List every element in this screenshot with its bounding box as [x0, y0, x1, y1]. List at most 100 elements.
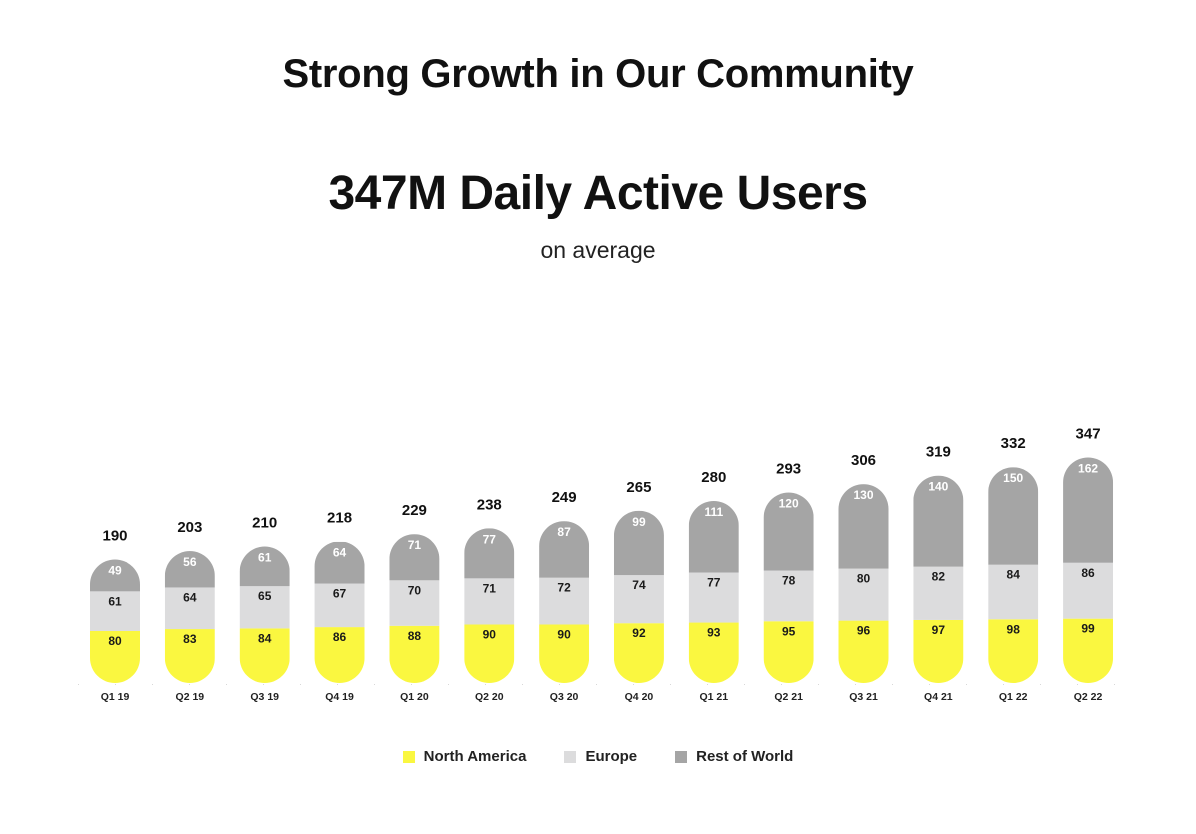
- bar-segment-north-america: [688, 622, 739, 683]
- x-tick-label: Q4 21: [924, 691, 953, 703]
- bar-group: [763, 492, 814, 683]
- bar-segment-north-america: [913, 619, 964, 683]
- total-label: 203: [177, 519, 202, 536]
- bar-group: [464, 528, 515, 683]
- total-label: 238: [477, 496, 502, 513]
- bar-segment-north-america: [838, 620, 889, 683]
- bar-segment-europe: [838, 568, 889, 621]
- data-label-na: 80: [108, 634, 122, 648]
- bar-group: [688, 501, 739, 683]
- data-label-row: 140: [928, 480, 948, 494]
- bar-segment-europe: [164, 587, 215, 630]
- data-label-row: 130: [853, 488, 873, 502]
- bar-segment-rest-of-world: [613, 510, 664, 576]
- x-tick-label: Q2 19: [176, 691, 205, 703]
- bar-group: [90, 559, 140, 683]
- data-label-eu: 82: [932, 570, 946, 584]
- total-label: 190: [102, 528, 127, 545]
- data-label-eu: 67: [333, 587, 347, 601]
- total-label: 319: [926, 444, 951, 461]
- bar-segment-europe: [389, 580, 440, 626]
- legend-swatch-north-america: [402, 750, 415, 763]
- bar-segment-europe: [539, 577, 590, 625]
- data-label-na: 92: [632, 626, 646, 640]
- x-tick-label: Q1 20: [400, 691, 429, 703]
- x-tick-label: Q1 22: [999, 691, 1028, 703]
- bar-segment-north-america: [314, 627, 365, 683]
- bar-segment-europe: [239, 586, 290, 629]
- data-label-row: 120: [779, 497, 799, 511]
- total-label: 218: [327, 509, 352, 526]
- legend-swatch-rest-of-world: [675, 750, 688, 763]
- bar-segment-europe: [464, 578, 515, 625]
- bar-group: [613, 510, 664, 683]
- legend-label-north-america: North America: [423, 748, 527, 765]
- data-label-na: 99: [1081, 622, 1095, 636]
- chart-subheadline: on average: [540, 237, 656, 263]
- bar-segment-north-america: [464, 624, 515, 683]
- bar-segment-europe: [988, 564, 1039, 620]
- total-label: 210: [252, 515, 277, 532]
- bar-segment-north-america: [1063, 618, 1114, 683]
- bar-segment-rest-of-world: [389, 534, 440, 581]
- legend-swatch-europe: [564, 750, 577, 763]
- total-label: 280: [701, 469, 726, 486]
- data-label-na: 88: [408, 629, 422, 643]
- legend-label-rest-of-world: Rest of World: [696, 748, 794, 765]
- bar-group: [164, 551, 215, 683]
- bar-segment-rest-of-world: [539, 521, 590, 578]
- data-label-na: 93: [707, 626, 721, 640]
- data-label-row: 87: [557, 525, 571, 539]
- data-label-row: 64: [333, 545, 347, 559]
- data-label-eu: 61: [108, 594, 122, 608]
- bar-group: [539, 521, 590, 683]
- bar-segment-rest-of-world: [763, 492, 814, 571]
- bar-segment-rest-of-world: [464, 528, 515, 579]
- data-label-na: 83: [183, 632, 197, 646]
- bar-segment-north-america: [539, 624, 590, 683]
- data-label-row: 77: [483, 532, 497, 546]
- data-label-row: 61: [258, 551, 272, 565]
- data-label-row: 99: [632, 515, 646, 529]
- x-tick-label: Q4 19: [325, 691, 354, 703]
- bar-segment-north-america: [613, 623, 664, 683]
- bar-segment-europe: [90, 591, 140, 631]
- total-label: 306: [851, 452, 876, 469]
- bar-segment-north-america: [763, 621, 814, 683]
- data-label-eu: 80: [857, 572, 871, 586]
- bar-segment-europe: [613, 575, 664, 624]
- x-tick-label: Q2 20: [475, 691, 504, 703]
- chart-legend: North America Europe Rest of World: [0, 748, 1196, 765]
- total-label: 347: [1076, 425, 1101, 442]
- x-tick-label: Q1 19: [101, 691, 130, 703]
- data-label-na: 86: [333, 630, 347, 644]
- bar-segment-north-america: [90, 631, 140, 683]
- legend-item-rest-of-world: Rest of World: [675, 748, 793, 765]
- total-label: 229: [402, 502, 427, 519]
- data-label-eu: 72: [557, 581, 571, 595]
- data-label-row: 56: [183, 555, 197, 569]
- bar-group: [838, 484, 889, 683]
- x-tick-label: Q2 22: [1074, 691, 1103, 703]
- bar-group: [988, 467, 1039, 683]
- x-tick-label: Q2 21: [774, 691, 803, 703]
- data-label-na: 95: [782, 624, 796, 638]
- data-label-eu: 74: [632, 578, 646, 592]
- data-label-na: 97: [932, 623, 946, 637]
- bar-segment-rest-of-world: [688, 501, 739, 573]
- bar-group: [314, 541, 365, 683]
- bar-segment-europe: [763, 570, 814, 622]
- bar-group: [389, 534, 440, 683]
- bar-segment-europe: [314, 583, 365, 628]
- bar-segment-north-america: [164, 629, 215, 683]
- bar-segment-north-america: [239, 628, 290, 683]
- data-label-na: 96: [857, 624, 871, 638]
- legend-label-europe: Europe: [585, 748, 638, 765]
- x-tick-label: Q3 19: [250, 691, 279, 703]
- x-tick-label: Q1 21: [699, 691, 728, 703]
- data-label-row: 111: [704, 505, 723, 519]
- x-tick-label: Q3 20: [550, 691, 579, 703]
- data-label-eu: 71: [483, 581, 497, 595]
- total-label: 332: [1001, 435, 1026, 452]
